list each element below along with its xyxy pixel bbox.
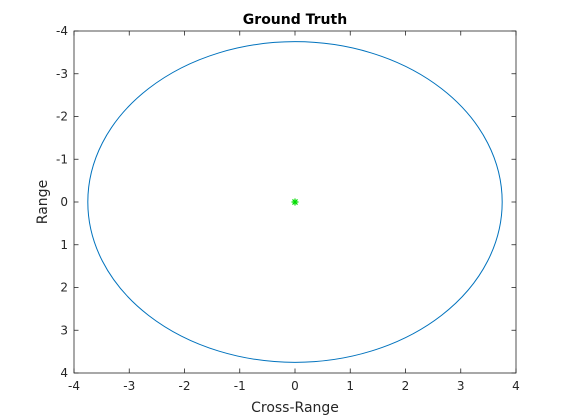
x-tick-label: 0 — [291, 379, 299, 393]
x-tick-label: -1 — [234, 379, 246, 393]
x-tick-label: -2 — [179, 379, 191, 393]
chart-title: Ground Truth — [243, 12, 347, 28]
x-axis-label: Cross-Range — [251, 400, 339, 416]
y-tick-label: 3 — [60, 323, 68, 337]
y-tick-label: 1 — [60, 238, 68, 252]
ground-truth-circle — [87, 41, 503, 363]
x-tick-label: 3 — [457, 379, 465, 393]
x-tick-label: 2 — [402, 379, 410, 393]
y-tick-label: 2 — [60, 281, 68, 295]
y-tick-label: -1 — [56, 152, 68, 166]
y-tick-label: -3 — [56, 67, 68, 81]
y-tick-label: 4 — [60, 366, 68, 380]
y-tick-label: -4 — [56, 24, 68, 38]
y-tick-label: -2 — [56, 110, 68, 124]
x-tick-label: -4 — [68, 379, 80, 393]
center-marker — [291, 198, 299, 206]
x-tick-label: 4 — [512, 379, 520, 393]
x-tick-label: -3 — [123, 379, 135, 393]
x-tick-label: 1 — [346, 379, 354, 393]
y-axis-label: Range — [35, 180, 51, 224]
y-tick-label: 0 — [60, 195, 68, 209]
